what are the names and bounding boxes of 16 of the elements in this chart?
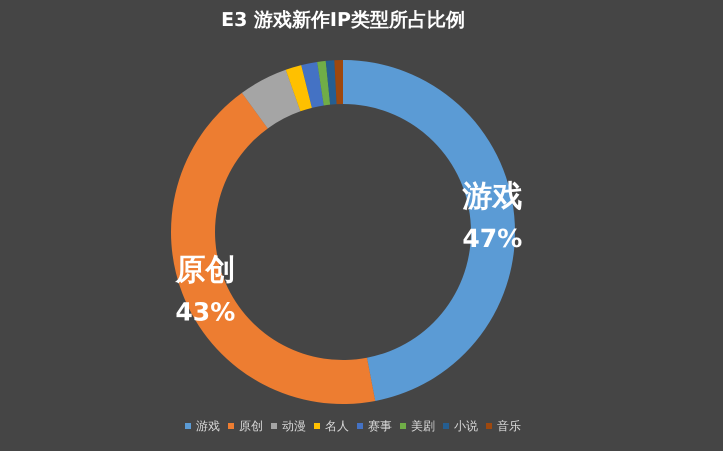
legend-label: 赛事 bbox=[368, 419, 392, 433]
legend-label: 游戏 bbox=[196, 419, 220, 433]
donut-slice bbox=[301, 62, 324, 108]
legend-label: 小说 bbox=[454, 419, 478, 433]
legend-label: 音乐 bbox=[497, 419, 521, 433]
donut-slice bbox=[171, 92, 376, 404]
donut-slice bbox=[334, 60, 343, 104]
legend-label: 名人 bbox=[325, 419, 349, 433]
legend-label: 原创 bbox=[239, 419, 263, 433]
legend-label: 动漫 bbox=[282, 419, 306, 433]
donut-slice bbox=[317, 60, 330, 106]
donut-slice bbox=[286, 65, 312, 112]
legend-label: 美剧 bbox=[411, 419, 435, 433]
donut-slice bbox=[326, 60, 337, 105]
donut-slice bbox=[242, 70, 300, 128]
chart-title: E3 游戏新作IP类型所占比例 bbox=[221, 9, 465, 31]
